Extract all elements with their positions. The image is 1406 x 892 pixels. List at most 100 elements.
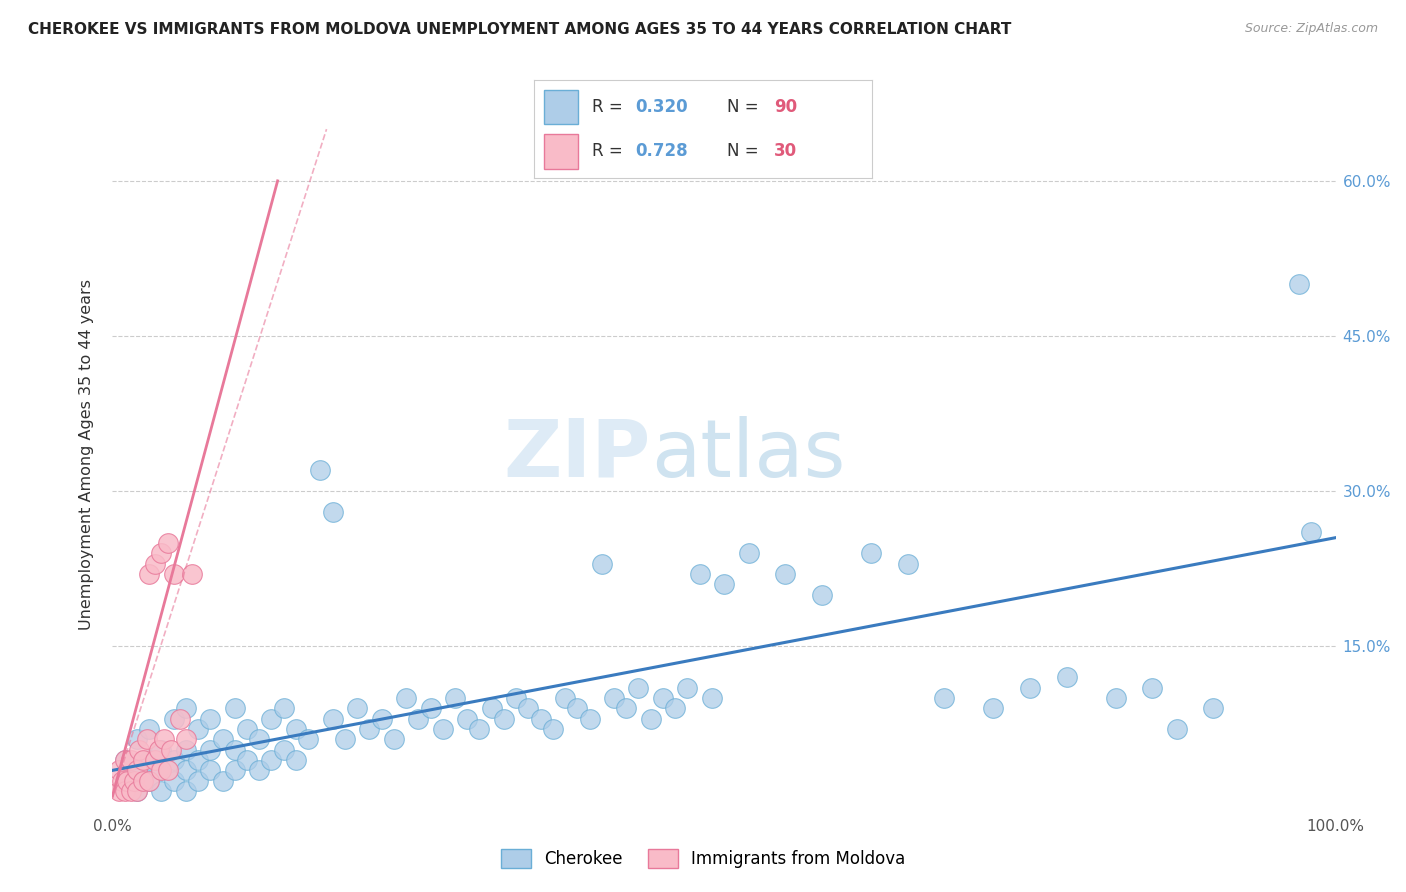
Text: 30: 30 — [773, 143, 797, 161]
Point — [297, 732, 319, 747]
Point — [174, 764, 197, 778]
Y-axis label: Unemployment Among Ages 35 to 44 years: Unemployment Among Ages 35 to 44 years — [79, 279, 94, 631]
Point — [114, 773, 136, 788]
Point — [187, 722, 209, 736]
Point — [713, 577, 735, 591]
Point — [150, 784, 173, 798]
Point — [124, 773, 146, 788]
Point — [153, 732, 176, 747]
Point — [260, 712, 283, 726]
Point — [859, 546, 882, 560]
Point — [150, 742, 173, 756]
Point — [897, 557, 920, 571]
Point — [652, 690, 675, 705]
Point — [1166, 722, 1188, 736]
Point — [541, 722, 564, 736]
Point — [322, 712, 344, 726]
Point — [284, 753, 308, 767]
Text: Source: ZipAtlas.com: Source: ZipAtlas.com — [1244, 22, 1378, 36]
Point — [174, 742, 197, 756]
Point — [150, 546, 173, 560]
Point — [247, 732, 270, 747]
Point — [107, 764, 129, 778]
Text: 0.320: 0.320 — [636, 98, 688, 116]
Point — [444, 690, 467, 705]
Point — [322, 505, 344, 519]
Point — [187, 773, 209, 788]
Point — [224, 764, 246, 778]
Point — [132, 753, 155, 767]
Bar — [544, 90, 578, 124]
Point — [1202, 701, 1225, 715]
Text: 0.728: 0.728 — [636, 143, 688, 161]
Point — [163, 566, 186, 581]
Point — [138, 722, 160, 736]
Point — [775, 566, 797, 581]
Point — [181, 566, 204, 581]
Point — [132, 773, 155, 788]
Point — [432, 722, 454, 736]
Point — [1288, 277, 1310, 292]
Point — [517, 701, 540, 715]
Text: N =: N = — [727, 98, 763, 116]
Point — [143, 753, 166, 767]
Point — [689, 566, 711, 581]
Point — [333, 732, 356, 747]
Point — [1142, 681, 1164, 695]
Point — [200, 712, 222, 726]
Point — [187, 753, 209, 767]
Point — [236, 753, 259, 767]
Point — [120, 784, 142, 798]
Legend: Cherokee, Immigrants from Moldova: Cherokee, Immigrants from Moldova — [494, 842, 912, 875]
Point — [224, 742, 246, 756]
Point — [138, 773, 160, 788]
Point — [120, 753, 142, 767]
Point — [284, 722, 308, 736]
Point — [125, 732, 148, 747]
Point — [115, 773, 138, 788]
Point — [492, 712, 515, 726]
Point — [309, 463, 332, 477]
Point — [578, 712, 600, 726]
Text: CHEROKEE VS IMMIGRANTS FROM MOLDOVA UNEMPLOYMENT AMONG AGES 35 TO 44 YEARS CORRE: CHEROKEE VS IMMIGRANTS FROM MOLDOVA UNEM… — [28, 22, 1011, 37]
Point — [737, 546, 759, 560]
Point — [211, 773, 233, 788]
Point — [934, 690, 956, 705]
Point — [128, 742, 150, 756]
Point — [481, 701, 503, 715]
Point — [567, 701, 589, 715]
Point — [627, 681, 650, 695]
Point — [419, 701, 441, 715]
Point — [260, 753, 283, 767]
Point — [505, 690, 527, 705]
Text: 90: 90 — [773, 98, 797, 116]
Point — [148, 742, 170, 756]
Point — [554, 690, 576, 705]
Point — [640, 712, 662, 726]
Point — [1018, 681, 1040, 695]
Point — [1301, 525, 1323, 540]
Point — [138, 566, 160, 581]
Point — [456, 712, 478, 726]
Point — [603, 690, 626, 705]
Point — [150, 764, 173, 778]
Point — [236, 722, 259, 736]
Point — [664, 701, 686, 715]
Point — [591, 557, 613, 571]
Point — [359, 722, 381, 736]
Point — [150, 764, 173, 778]
Point — [114, 753, 136, 767]
Point — [125, 764, 148, 778]
Point — [468, 722, 491, 736]
Point — [114, 753, 136, 767]
Point — [1056, 670, 1078, 684]
Point — [156, 536, 179, 550]
Point — [163, 773, 186, 788]
Point — [138, 773, 160, 788]
Point — [1104, 690, 1126, 705]
Point — [125, 784, 148, 798]
Point — [125, 764, 148, 778]
Point — [114, 784, 136, 798]
Point — [163, 753, 186, 767]
Point — [382, 732, 405, 747]
